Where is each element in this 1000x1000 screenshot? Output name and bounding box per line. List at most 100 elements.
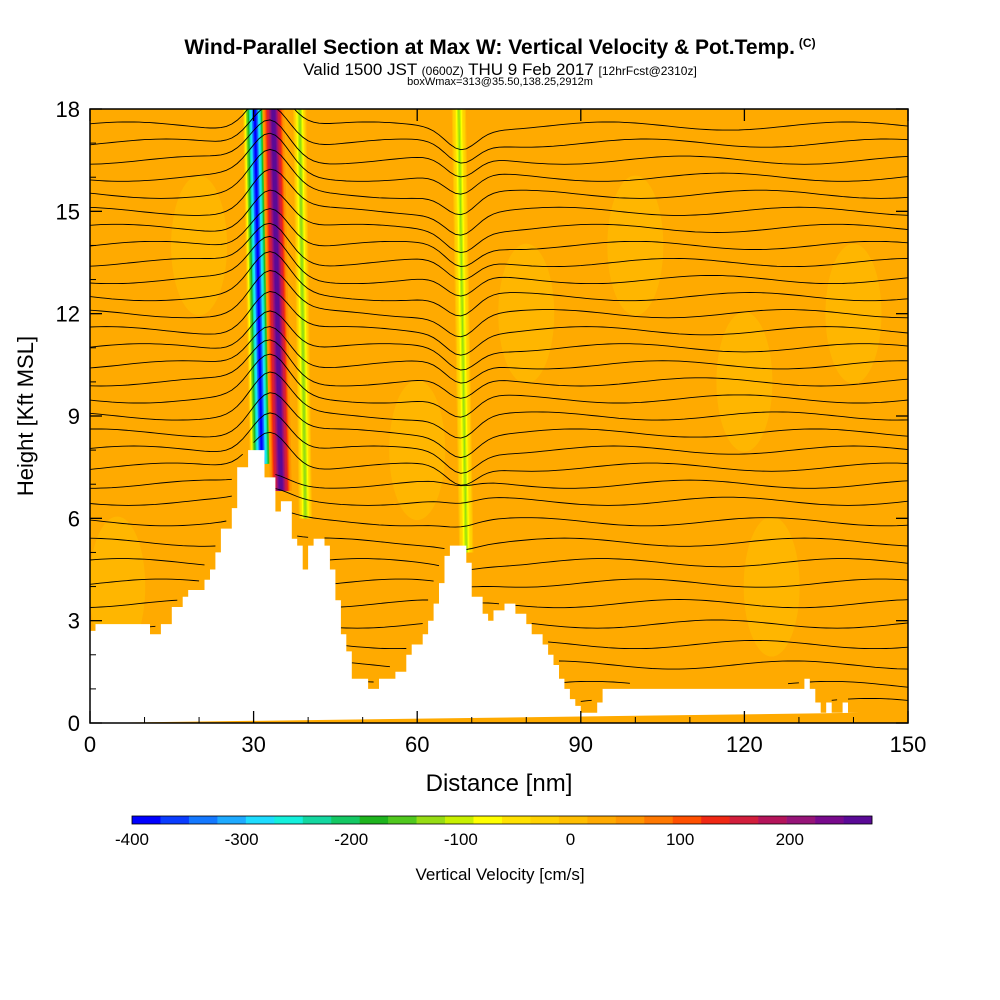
w-field-patch [825, 243, 882, 384]
y-tick-label: 18 [56, 97, 80, 122]
w-feature-band [458, 109, 467, 553]
colorbar-swatch [729, 816, 759, 824]
chart-title-main: Wind-Parallel Section at Max W: Vertical… [184, 36, 795, 59]
theta-contour [90, 251, 908, 317]
theta-contour [90, 291, 908, 356]
colorbar-swatch [758, 816, 787, 824]
w-field-patch [389, 380, 446, 521]
colorbar-swatch [786, 816, 816, 824]
theta-contour [90, 148, 908, 216]
theta-contour [351, 660, 908, 670]
terrain-mask [90, 450, 859, 723]
theta-contour [90, 512, 908, 528]
chart-title-mark: (C) [798, 36, 816, 50]
colorbar-swatch [359, 816, 389, 824]
colorbar-swatch [701, 816, 730, 824]
y-tick-label: 9 [68, 404, 80, 429]
y-tick-label: 15 [56, 199, 80, 224]
theta-contour [90, 168, 908, 236]
colorbar-tick-label: 0 [566, 830, 575, 849]
colorbar-swatch [445, 816, 474, 824]
theta-contour [90, 488, 908, 506]
x-tick-label: 90 [569, 732, 593, 757]
theta-contour [90, 270, 908, 338]
y-tick-label: 12 [56, 302, 80, 327]
plot-area [90, 109, 908, 723]
subtitle-date: THU 9 Feb 2017 [468, 60, 594, 79]
w-field-patch [743, 516, 800, 657]
theta-contour [90, 189, 908, 254]
x-tick-label: 60 [405, 732, 429, 757]
theta-contour [90, 392, 908, 459]
colorbar-swatch [558, 816, 588, 824]
w-feature-band [272, 109, 282, 492]
colorbar-tick-label: -100 [444, 830, 478, 849]
chart-subtitle: Valid 1500 JST (0600Z) THU 9 Feb 2017 [1… [0, 60, 1000, 80]
theta-contour [90, 132, 908, 195]
colorbar-swatch [843, 816, 873, 824]
colorbar-swatch [473, 816, 503, 824]
theta-contour [90, 310, 908, 371]
colorbar-tick-label: -300 [225, 830, 259, 849]
colorbar-tick-label: 200 [776, 830, 804, 849]
colorbar-swatch [502, 816, 531, 824]
colorbar-swatch [160, 816, 190, 824]
colorbar: -400 -300 -200 -100 0 100 200 Vertical Velocity… [115, 815, 873, 884]
theta-contour [90, 222, 908, 281]
colorbar-tick-label: -400 [115, 830, 149, 849]
w-field-patch [716, 311, 773, 452]
theta-contour [90, 578, 908, 588]
theta-contour [149, 619, 908, 629]
theta-contour [90, 599, 908, 609]
theta-contour [90, 558, 908, 570]
colorbar-swatch [644, 816, 674, 824]
colorbar-swatch [188, 816, 218, 824]
w-field-patch [90, 516, 146, 657]
w-field-patch [171, 175, 228, 316]
theta-contour [90, 109, 908, 151]
colorbar-swatch [672, 816, 702, 824]
theta-contour [90, 119, 908, 178]
theta-contour [90, 109, 908, 164]
theta-contour [90, 474, 908, 489]
subtitle-valid: Valid 1500 JST [303, 60, 417, 79]
x-tick-label: 120 [726, 732, 763, 757]
colorbar-swatch [274, 816, 304, 824]
x-tick-label: 0 [84, 732, 96, 757]
colorbar-swatch [132, 816, 161, 824]
colorbar-tick-label: -200 [334, 830, 368, 849]
x-axis-label: Distance [nm] [426, 770, 573, 797]
colorbar-swatch [530, 816, 560, 824]
x-tick-label: 30 [241, 732, 265, 757]
theta-contour [90, 431, 908, 486]
chart-box-info: boxWmax=313@35.50,138.25,2912m [407, 76, 593, 88]
colorbar-label: Vertical Velocity [cm/s] [415, 865, 584, 884]
subtitle-fcst: [12hrFcst@2310z] [598, 64, 697, 78]
x-tick-label: 150 [890, 732, 927, 757]
theta-contour [90, 371, 908, 439]
y-axis-label: Height [Kft MSL] [13, 336, 38, 496]
y-tick-label: 3 [68, 609, 80, 634]
theta-contour [368, 680, 908, 688]
theta-contour [90, 412, 908, 474]
theta-contour [346, 640, 908, 650]
colorbar-swatch [388, 816, 417, 824]
colorbar-swatch [245, 816, 275, 824]
colorbar-frame [131, 815, 873, 825]
w-feature-band [253, 109, 263, 464]
colorbar-tick-label: 100 [666, 830, 694, 849]
theta-contour [90, 353, 908, 418]
colorbar-swatch [615, 816, 645, 824]
subtitle-utc: (0600Z) [421, 64, 464, 78]
colorbar-swatch [217, 816, 247, 824]
colorbar-swatch [587, 816, 617, 824]
theta-contour [90, 326, 908, 384]
theta-contour [90, 535, 908, 550]
chart-title: Wind-Parallel Section at Max W: Vertical… [0, 36, 1000, 60]
colorbar-swatch [416, 816, 446, 824]
theta-contour [90, 339, 908, 399]
axes: 0 30 60 90 120 150 0 3 6 9 12 15 18 Distance [nm] Heig… [13, 97, 926, 797]
w-feature-band [299, 109, 306, 519]
w-field-patch [607, 175, 664, 316]
